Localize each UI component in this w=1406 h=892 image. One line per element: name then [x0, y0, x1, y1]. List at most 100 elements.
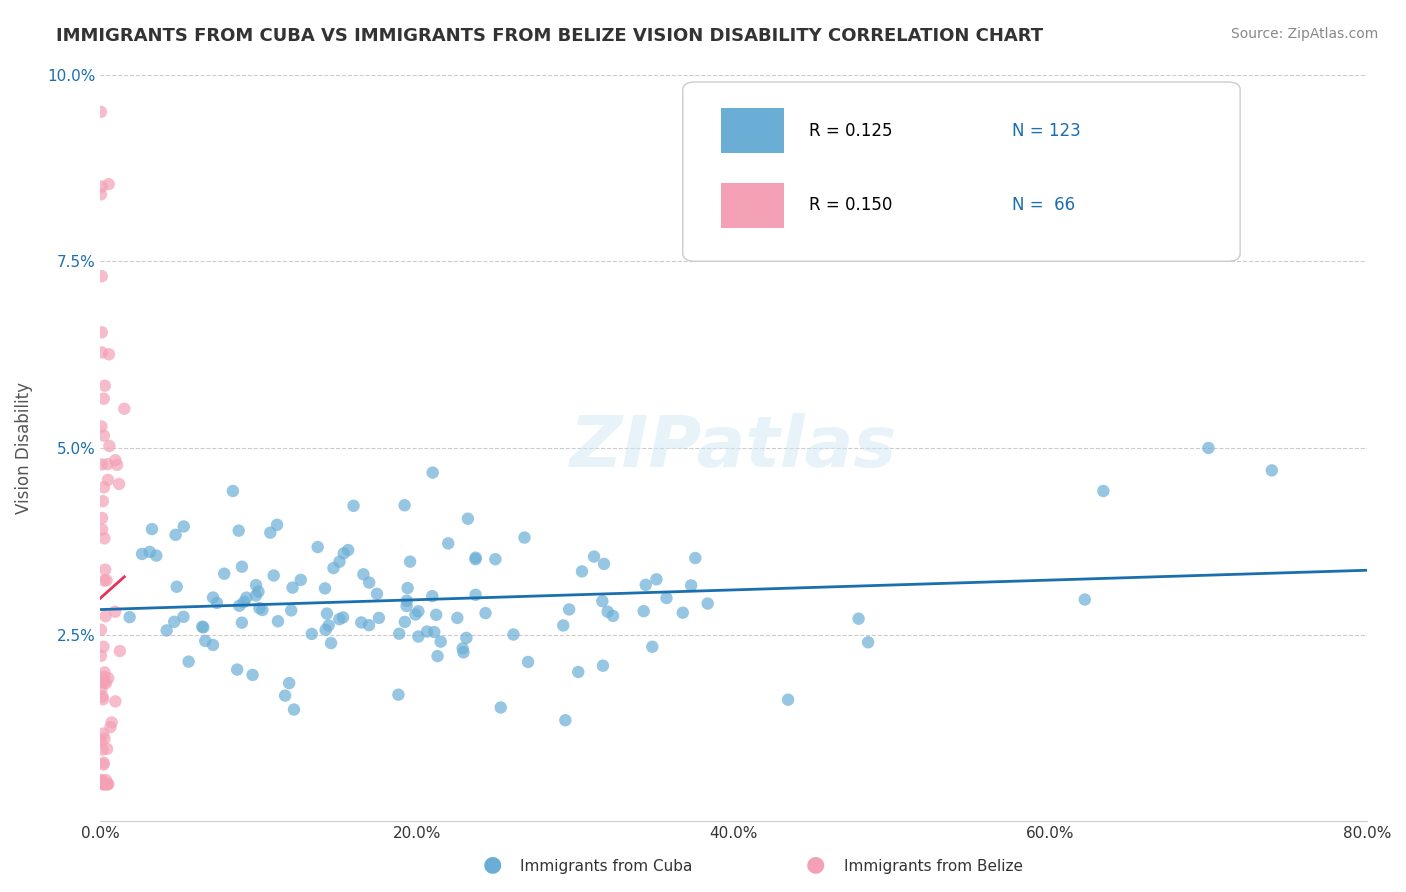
Point [388, 626, 411, 640]
Point [93, 777, 115, 791]
Text: Immigrants from Belize: Immigrants from Belize [844, 859, 1022, 874]
Point [165, 528, 187, 542]
Point [94, 676, 117, 690]
Point [91, 511, 114, 525]
Bar [721, 183, 785, 227]
Point [91, 773, 114, 788]
Point [350, 615, 373, 630]
Point [395, 599, 418, 613]
Point [408, 630, 430, 644]
Point [283, 702, 305, 716]
Point [301, 627, 323, 641]
Point [100, 720, 122, 734]
Point [91, 690, 114, 704]
Point [416, 624, 439, 639]
Y-axis label: Vision Disability: Vision Disability [15, 382, 32, 514]
Point [104, 605, 127, 619]
Point [108, 477, 131, 491]
Point [553, 618, 575, 632]
Point [233, 595, 256, 609]
Point [856, 635, 879, 649]
Point [90, 681, 112, 696]
Point [91, 523, 114, 537]
Point [145, 549, 167, 563]
Point [93, 757, 115, 772]
Point [645, 572, 668, 586]
Point [194, 634, 217, 648]
Point [231, 615, 253, 630]
Point [91, 777, 114, 791]
Point [342, 499, 364, 513]
Point [641, 640, 664, 654]
Point [318, 618, 340, 632]
Point [399, 555, 422, 569]
Point [396, 581, 419, 595]
Point [591, 594, 613, 608]
Point [247, 601, 270, 615]
Point [422, 466, 444, 480]
Point [96, 777, 118, 791]
Point [131, 547, 153, 561]
Point [166, 580, 188, 594]
Point [290, 573, 312, 587]
Point [138, 545, 160, 559]
Point [90, 104, 112, 119]
Point [420, 589, 443, 603]
Text: N =  66: N = 66 [1012, 196, 1076, 214]
Text: ●: ● [482, 855, 502, 874]
Point [368, 611, 391, 625]
Point [484, 552, 506, 566]
Point [96, 574, 118, 588]
Point [212, 566, 235, 581]
Point [191, 620, 214, 634]
Point [278, 676, 301, 690]
Point [97, 347, 120, 361]
FancyBboxPatch shape [683, 82, 1240, 261]
Point [366, 587, 388, 601]
Point [205, 596, 228, 610]
Point [91, 777, 114, 791]
Point [429, 634, 451, 648]
Point [425, 607, 447, 622]
Point [474, 606, 496, 620]
Point [513, 531, 536, 545]
Point [274, 689, 297, 703]
Point [696, 597, 718, 611]
Point [90, 772, 112, 787]
Text: R = 0.125: R = 0.125 [810, 121, 893, 139]
Point [1261, 463, 1284, 477]
Text: N = 123: N = 123 [1012, 121, 1081, 139]
Text: IMMIGRANTS FROM CUBA VS IMMIGRANTS FROM BELIZE VISION DISABILITY CORRELATION CHA: IMMIGRANTS FROM CUBA VS IMMIGRANTS FROM … [56, 27, 1043, 45]
Point [90, 269, 112, 284]
Point [201, 638, 224, 652]
Point [332, 546, 354, 560]
Point [141, 522, 163, 536]
Point [357, 618, 380, 632]
Point [226, 663, 249, 677]
Point [633, 604, 655, 618]
Point [96, 777, 118, 791]
Point [222, 483, 245, 498]
Point [464, 588, 486, 602]
Point [242, 668, 264, 682]
Point [93, 428, 115, 442]
Point [685, 551, 707, 566]
Point [93, 392, 115, 406]
Text: R = 0.150: R = 0.150 [810, 196, 893, 214]
Point [337, 543, 360, 558]
Point [90, 675, 112, 690]
Point [252, 603, 274, 617]
Point [228, 524, 250, 538]
Point [90, 179, 112, 194]
Point [193, 620, 215, 634]
Point [100, 715, 122, 730]
Point [517, 655, 540, 669]
Point [90, 419, 112, 434]
Point [395, 593, 418, 607]
Point [426, 649, 449, 664]
Point [394, 615, 416, 629]
Point [567, 665, 589, 679]
Point [231, 559, 253, 574]
Point [655, 591, 678, 605]
Point [259, 525, 281, 540]
